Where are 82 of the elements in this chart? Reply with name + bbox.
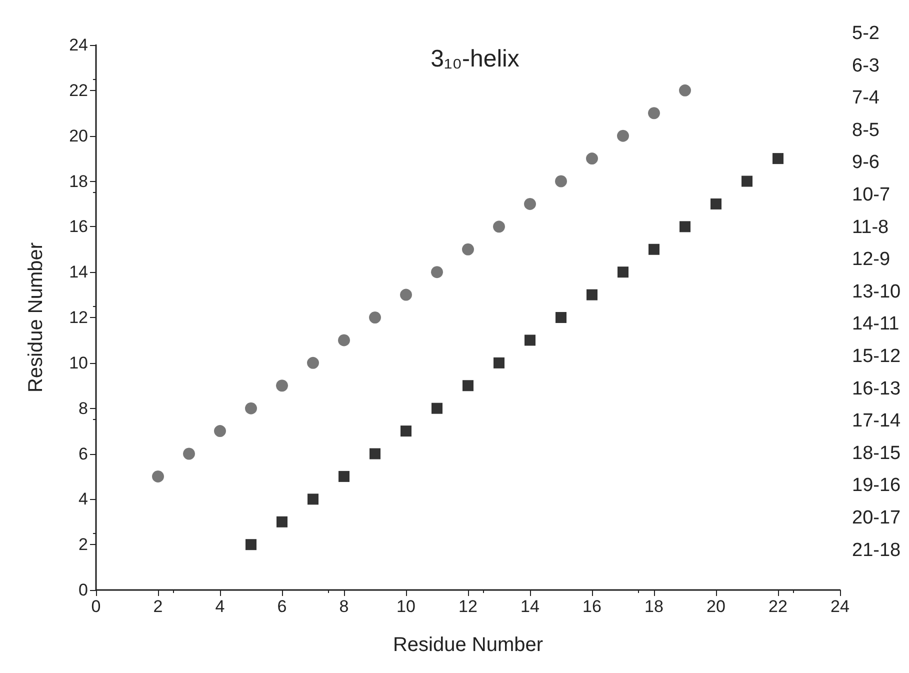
x-tick-label: 0 — [91, 597, 101, 616]
point — [524, 198, 536, 210]
point — [648, 107, 660, 120]
x-tick-label: 22 — [768, 597, 788, 616]
text: 6-3 — [852, 55, 880, 76]
point — [556, 312, 566, 323]
text: 14-11 — [852, 314, 900, 335]
text: 15-12 — [852, 346, 901, 367]
point — [338, 470, 350, 482]
point — [431, 266, 443, 278]
text: 12-9 — [852, 249, 890, 270]
x-tick-label: 20 — [706, 597, 726, 616]
y-tick-label: 0 — [78, 580, 88, 600]
point — [462, 380, 474, 392]
y-tick-label: 6 — [78, 444, 88, 464]
y-tick-label: 10 — [69, 353, 88, 372]
text: 7-4 — [852, 88, 880, 109]
y-tick-label: 24 — [69, 36, 88, 54]
point — [307, 356, 319, 369]
point — [494, 357, 504, 368]
point — [493, 220, 505, 233]
x-tick-label: 24 — [830, 597, 850, 616]
y-tick-label: 2 — [78, 535, 88, 554]
point — [617, 130, 629, 142]
x-tick-label: 14 — [520, 597, 540, 616]
y-tick-label: 22 — [69, 80, 88, 100]
text: 21-18 — [852, 540, 901, 561]
text: 13-10 — [852, 281, 901, 302]
point — [400, 288, 412, 301]
point — [586, 152, 598, 165]
x-tick-label: 12 — [458, 597, 478, 616]
y-tick-label: 18 — [69, 172, 88, 191]
text: 16-13 — [852, 378, 901, 400]
point — [772, 153, 784, 164]
text: 19-16 — [852, 475, 901, 496]
y-tick-label: 12 — [69, 308, 88, 327]
point — [370, 448, 380, 460]
y-axis-title: Residue Number — [25, 242, 47, 393]
y-tick-label: 20 — [69, 126, 88, 146]
point — [276, 516, 288, 528]
text: 11-8 — [852, 216, 889, 238]
text: 9-6 — [852, 152, 880, 174]
x-tick-label: 2 — [153, 597, 163, 616]
point — [555, 175, 567, 188]
point — [276, 380, 288, 392]
x-tick-label: 18 — [644, 597, 664, 616]
chart-title: 3₁₀-helix — [430, 46, 520, 72]
text: 20-17 — [852, 508, 901, 528]
text: 18-15 — [852, 442, 901, 464]
text: 17-14 — [852, 410, 902, 432]
point — [183, 448, 195, 460]
y-tick-label: 8 — [78, 398, 88, 418]
point — [152, 470, 164, 482]
point — [586, 289, 598, 300]
x-tick-label: 16 — [582, 597, 602, 616]
point — [369, 312, 381, 324]
text: 5-2 — [852, 23, 880, 44]
point — [462, 243, 474, 256]
point — [648, 244, 660, 255]
point — [400, 426, 412, 437]
y-tick-label: 14 — [69, 262, 88, 282]
point — [524, 334, 536, 346]
point — [618, 266, 628, 278]
point — [432, 402, 442, 414]
text: 10-7 — [852, 184, 890, 206]
x-tick-label: 8 — [339, 597, 349, 616]
x-tick-label: 4 — [215, 597, 225, 616]
y-tick-label: 16 — [69, 217, 88, 236]
y-tick-label: 4 — [78, 490, 88, 509]
x-tick-label: 10 — [396, 597, 416, 616]
point — [338, 334, 350, 346]
point — [245, 402, 257, 414]
point — [680, 221, 690, 232]
x-axis-title: Residue Number — [392, 634, 544, 656]
text: 8-5 — [852, 120, 880, 141]
x-tick-label: 6 — [277, 597, 287, 616]
point — [710, 198, 722, 210]
point — [246, 539, 256, 550]
point — [214, 425, 226, 438]
point — [308, 494, 318, 505]
point — [742, 176, 752, 187]
point — [679, 84, 691, 96]
